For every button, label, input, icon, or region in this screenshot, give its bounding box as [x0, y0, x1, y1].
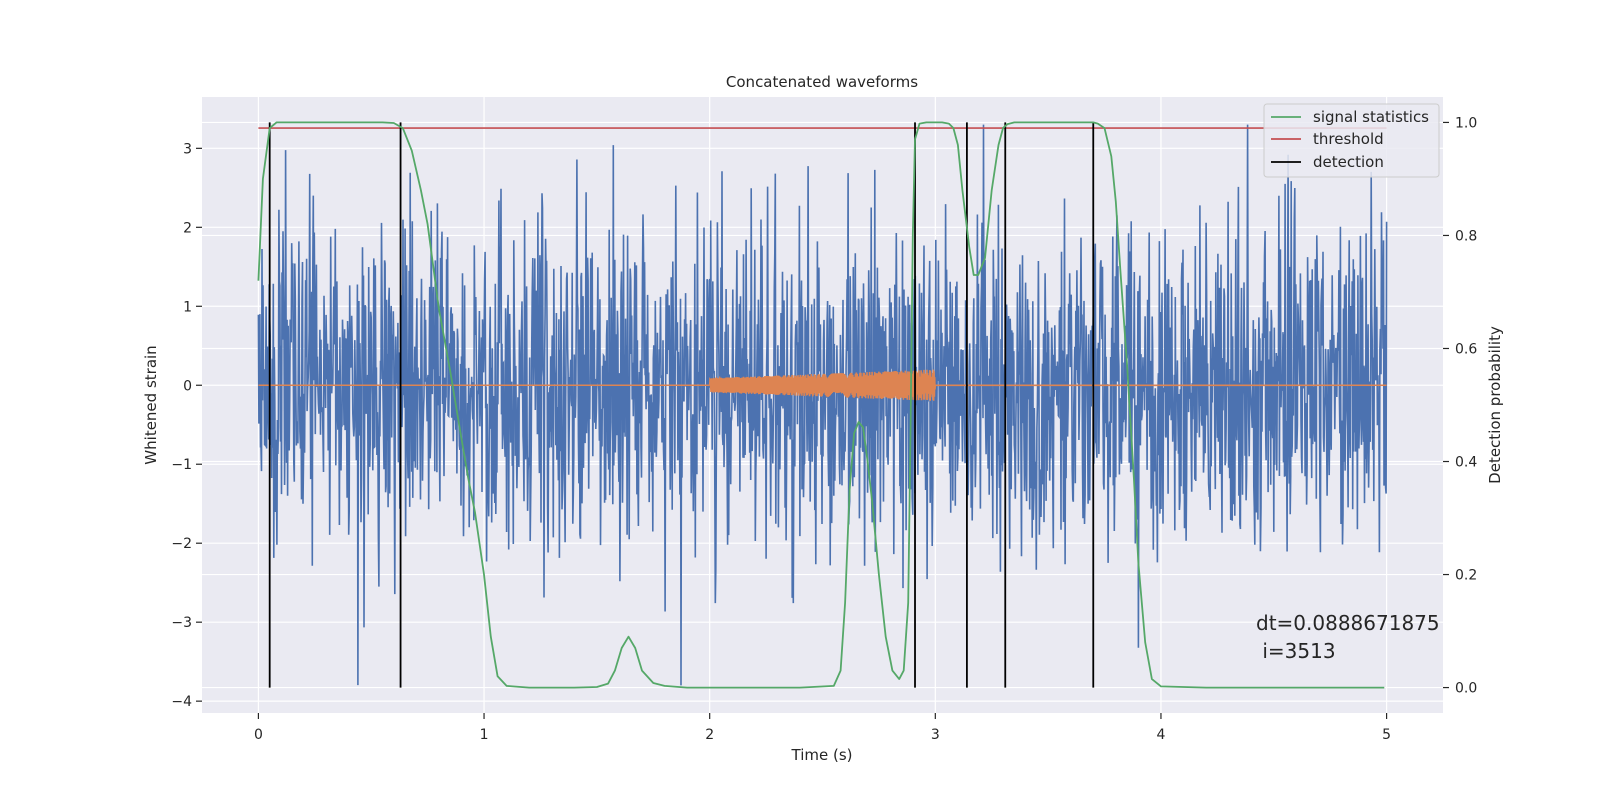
- x-tick-label: 4: [1156, 727, 1165, 743]
- signal-statistics-line: [257, 121, 1385, 689]
- y-tick-label: 3: [183, 141, 192, 157]
- legend-label-signal-statistics: signal statistics: [1313, 108, 1429, 126]
- tick-labels: 0 1 2 3 4 5 −4 −3 −2 −1 0 1 2 3 0.0 0.2 0.4 0.6 0.8 1.0: [171, 115, 1477, 743]
- y-tick-label: 1: [183, 299, 192, 315]
- y-tick-label: −3: [171, 615, 192, 631]
- x-tick-label: 1: [480, 727, 489, 743]
- y-axis-label: Whitened strain: [142, 345, 160, 464]
- y2-tick-label: 0.6: [1455, 341, 1477, 357]
- y-tick-label: −2: [171, 536, 192, 552]
- noise-series: [257, 124, 1388, 686]
- x-tick-label: 2: [705, 727, 714, 743]
- annotation-line-dt: dt=0.0888671875: [1256, 611, 1440, 635]
- y-tick-label: −4: [171, 694, 192, 710]
- injected-signal-series: [258, 369, 1387, 401]
- x-tick-label: 3: [931, 727, 940, 743]
- noise-line: [257, 124, 1388, 686]
- x-tick-label: 5: [1382, 727, 1391, 743]
- y-tick-label: 2: [183, 220, 192, 236]
- y2-tick-label: 0.4: [1455, 455, 1477, 471]
- chart-title: Concatenated waveforms: [726, 73, 918, 91]
- y2-tick-label: 1.0: [1455, 115, 1477, 131]
- y-tick-label: 0: [183, 378, 192, 394]
- legend-label-threshold: threshold: [1313, 130, 1384, 148]
- y2-axis-label: Detection probability: [1486, 326, 1504, 484]
- legend-label-detection: detection: [1313, 153, 1384, 171]
- x-tick-label: 0: [254, 727, 263, 743]
- annotation: dt=0.0888671875 i=3513: [1256, 611, 1440, 663]
- y2-tick-label: 0.8: [1455, 228, 1477, 244]
- signal-statistics-series: [257, 121, 1385, 689]
- injected-signal-line: [258, 369, 1387, 401]
- legend-box: [1263, 103, 1440, 178]
- y-tick-label: −1: [171, 457, 192, 473]
- annotation-line-i: i=3513: [1256, 639, 1336, 663]
- y2-tick-label: 0.0: [1455, 681, 1477, 697]
- legend: signal statistics threshold detection: [1263, 103, 1440, 178]
- y2-tick-label: 0.2: [1455, 568, 1477, 584]
- detection-series: [268, 122, 1095, 688]
- x-axis-label: Time (s): [791, 746, 853, 764]
